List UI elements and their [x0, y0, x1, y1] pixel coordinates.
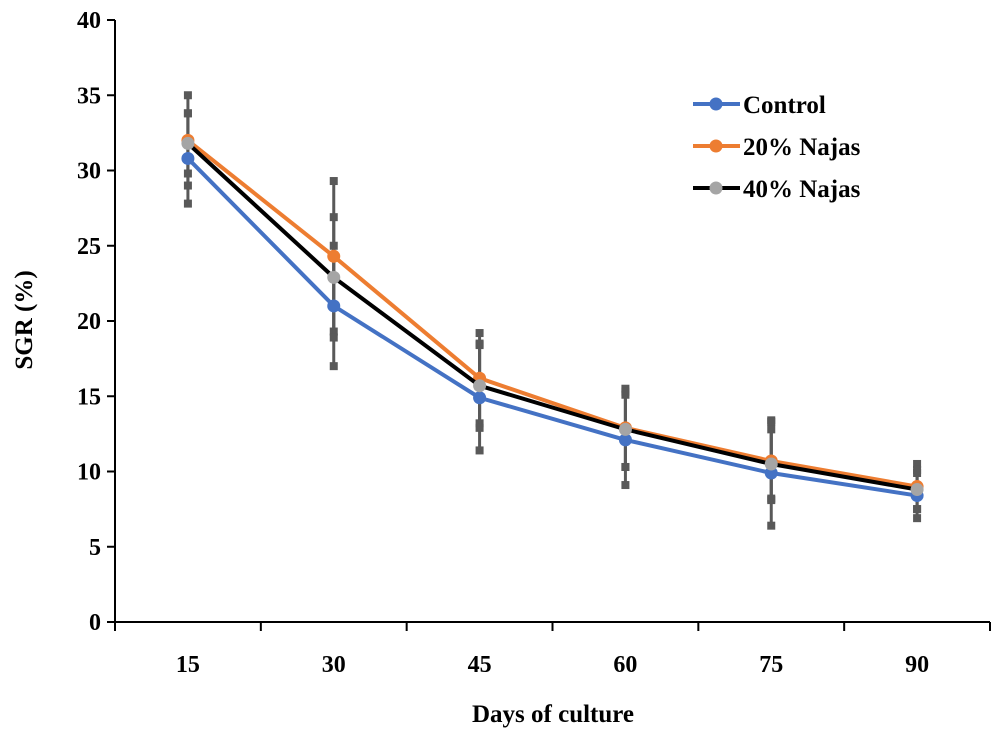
x-tick-label: 15	[176, 652, 200, 678]
x-axis-title: Days of culture	[472, 701, 634, 728]
error-cap	[767, 521, 776, 530]
error-cap	[329, 177, 338, 186]
error-cap	[621, 481, 630, 490]
y-tick-label: 40	[77, 8, 101, 34]
error-cap	[329, 213, 338, 222]
error-cap	[621, 387, 630, 396]
error-cap	[183, 169, 192, 178]
x-tick-label: 90	[905, 652, 929, 678]
error-cap	[329, 362, 338, 371]
y-tick-label: 15	[77, 384, 101, 410]
data-point	[618, 433, 632, 447]
error-cap	[913, 465, 922, 474]
x-tick-label: 45	[468, 652, 492, 678]
legend-marker	[709, 139, 723, 153]
data-point	[181, 136, 195, 150]
series-line	[186, 157, 918, 498]
error-cap	[475, 423, 484, 432]
data-point	[327, 249, 341, 263]
legend-label: 40% Najas	[743, 176, 861, 203]
data-point	[327, 270, 341, 284]
error-cap	[767, 425, 776, 434]
error-cap	[475, 446, 484, 455]
y-axis-title: SGR (%)	[11, 270, 38, 369]
error-cap	[913, 514, 922, 523]
data-point	[764, 466, 778, 480]
y-tick-label: 5	[89, 535, 101, 561]
error-cap	[183, 109, 192, 118]
legend-marker	[709, 181, 723, 195]
error-cap	[183, 91, 192, 100]
data-point	[618, 422, 632, 436]
error-cap	[767, 417, 776, 426]
data-point	[181, 151, 195, 165]
error-cap	[183, 181, 192, 190]
plot-area	[181, 91, 924, 530]
series-line	[186, 141, 918, 492]
series-40-najas	[181, 136, 924, 497]
y-tick-label: 35	[77, 83, 101, 109]
error-cap	[475, 339, 484, 348]
legend-marker	[709, 97, 723, 111]
data-point	[327, 299, 341, 313]
x-tick-label: 30	[322, 652, 346, 678]
legend-label: Control	[743, 92, 826, 119]
error-cap	[913, 459, 922, 468]
series-control	[181, 151, 924, 503]
y-tick-label: 25	[77, 234, 101, 260]
data-point	[764, 457, 778, 471]
data-point	[910, 483, 924, 497]
error-cap	[621, 462, 630, 471]
x-tick-label: 60	[613, 652, 637, 678]
error-cap	[767, 494, 776, 503]
data-point	[473, 391, 487, 405]
y-tick-label: 20	[77, 309, 101, 335]
x-tick-label: 75	[759, 652, 783, 678]
y-tick-label: 30	[77, 159, 101, 185]
x-axis: 15 30 45 60 75 90	[114, 621, 991, 678]
series-line	[186, 138, 918, 489]
error-cap	[329, 333, 338, 342]
data-point	[473, 379, 487, 393]
y-tick-label: 10	[77, 460, 101, 486]
y-axis: 0 5 10 15 20 25 30 35 40	[77, 8, 116, 636]
legend: Control 20% Najas 40% Najas	[693, 92, 861, 203]
error-cap	[913, 505, 922, 514]
legend-label: 20% Najas	[743, 134, 861, 161]
error-cap	[183, 199, 192, 208]
y-tick-label: 0	[89, 610, 101, 636]
error-cap	[475, 329, 484, 338]
